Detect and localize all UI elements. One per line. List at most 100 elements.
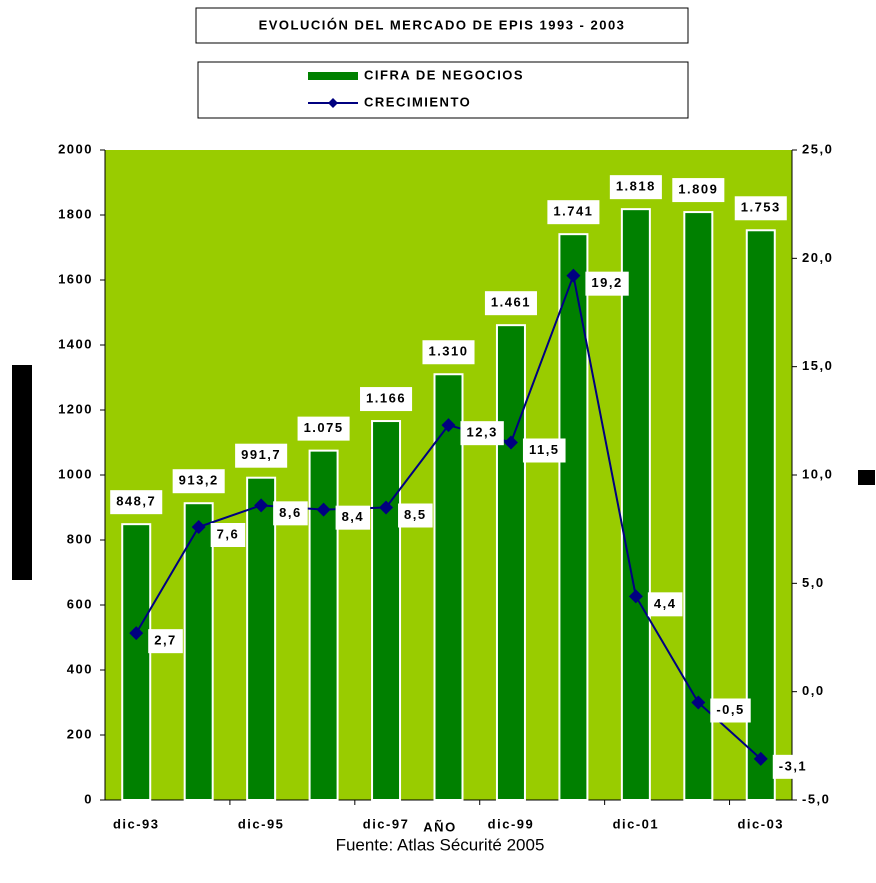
data-label: 1.753 — [734, 196, 787, 221]
x-tick-label: dic-03 — [737, 816, 784, 831]
data-label: 8,6 — [273, 501, 308, 526]
y-tick-label: 2000 — [58, 141, 93, 156]
marker — [691, 695, 706, 710]
y-tick-label: 600 — [67, 596, 93, 611]
data-label: 2,7 — [148, 629, 183, 654]
bar — [495, 324, 526, 801]
marker — [503, 435, 518, 450]
data-label-text: 1.741 — [553, 204, 593, 219]
data-label-box — [235, 443, 288, 468]
data-label-text: 19,2 — [591, 275, 622, 290]
data-label: 1.461 — [484, 291, 537, 316]
data-label-text: -3,1 — [779, 758, 807, 773]
data-label-text: 1.075 — [304, 420, 344, 435]
data-label-box — [585, 271, 629, 296]
data-label-box — [297, 416, 350, 441]
y2-tick-label: 25,0 — [802, 141, 833, 156]
data-label: 991,7 — [235, 443, 288, 468]
data-label: 4,4 — [647, 592, 683, 617]
data-label-box — [609, 175, 662, 200]
source: Fuente: Atlas Sécurité 2005 — [336, 835, 545, 854]
legend-label: CRECIMIENTO — [364, 94, 471, 109]
y2-tick-label: -5,0 — [802, 791, 830, 806]
data-label-text: 1.166 — [366, 390, 406, 405]
data-label-text: 1.461 — [491, 295, 531, 310]
data-label: -3,1 — [772, 754, 814, 779]
y-tick-label: 800 — [67, 531, 93, 546]
data-label-text: -0,5 — [716, 702, 744, 717]
y2-tick-label: 20,0 — [802, 250, 833, 265]
y-tick-label: 200 — [67, 726, 93, 741]
data-label-box — [484, 291, 537, 316]
y-tick-label: 1000 — [58, 466, 93, 481]
y2-axis-title-block — [858, 470, 875, 485]
marker — [566, 268, 581, 283]
data-label-box — [772, 754, 814, 779]
marker — [628, 589, 643, 604]
data-label-box — [148, 629, 183, 654]
data-label-text: 1.310 — [428, 344, 468, 359]
y-axis-title-block — [12, 365, 32, 580]
data-label: 11,5 — [522, 438, 566, 463]
x-tick-label: dic-93 — [113, 816, 160, 831]
data-label-box — [422, 340, 475, 365]
data-label-text: 1.809 — [678, 182, 718, 197]
legend-swatch — [308, 72, 358, 80]
data-label: 1.310 — [422, 340, 475, 365]
bar — [183, 502, 214, 801]
y-tick-label: 1800 — [58, 206, 93, 221]
data-label: 7,6 — [210, 523, 246, 547]
data-label-text: 1.753 — [741, 200, 781, 215]
bar — [745, 229, 776, 801]
marker — [191, 520, 206, 534]
data-label: 12,3 — [460, 421, 504, 446]
data-label-text: 8,5 — [404, 507, 427, 522]
data-label-box — [734, 196, 787, 221]
data-label-box — [672, 178, 725, 203]
data-label: 19,2 — [585, 271, 629, 296]
data-label-box — [710, 698, 751, 723]
x-axis-label: AÑO — [423, 819, 456, 834]
data-label-text: 848,7 — [116, 494, 156, 509]
data-label: -0,5 — [710, 698, 751, 723]
data-label-text: 2,7 — [154, 633, 177, 648]
data-label: 8,4 — [335, 505, 371, 530]
bar — [371, 420, 402, 801]
legend-box — [197, 61, 689, 119]
data-label-box — [210, 523, 246, 547]
data-label: 1.809 — [672, 178, 725, 203]
marker — [379, 500, 394, 515]
legend-marker — [328, 98, 338, 108]
data-label-text: 8,4 — [342, 509, 365, 524]
marker — [129, 626, 144, 641]
x-tick-label: dic-97 — [363, 816, 410, 831]
data-label-box — [547, 200, 600, 225]
y-tick-label: 400 — [67, 661, 93, 676]
data-label-box — [110, 490, 163, 515]
data-label-box — [335, 505, 371, 530]
marker — [316, 502, 331, 517]
data-label: 913,2 — [172, 469, 225, 494]
x-tick-label: dic-99 — [488, 816, 535, 831]
bar — [246, 476, 277, 801]
data-label: 1.818 — [609, 175, 662, 200]
data-label-text: 1.818 — [616, 179, 656, 194]
data-label-text: 991,7 — [241, 447, 281, 462]
data-label: 8,5 — [398, 503, 433, 528]
y-tick-label: 1600 — [58, 271, 93, 286]
data-label-text: 12,3 — [467, 425, 498, 440]
data-label: 1.075 — [297, 416, 350, 441]
data-label-box — [522, 438, 566, 463]
data-label-box — [172, 469, 225, 494]
bar — [121, 523, 152, 801]
x-tick-label: dic-01 — [613, 816, 660, 831]
data-label: 848,7 — [110, 490, 163, 515]
bar — [433, 373, 464, 801]
title-box — [195, 7, 689, 44]
data-label-text: 4,4 — [654, 596, 677, 611]
chart-title: EVOLUCIÓN DEL MERCADO DE EPIS 1993 - 200… — [259, 17, 626, 32]
data-label-box — [460, 421, 504, 446]
y-tick-label: 1200 — [58, 401, 93, 416]
y2-tick-label: 15,0 — [802, 358, 833, 373]
